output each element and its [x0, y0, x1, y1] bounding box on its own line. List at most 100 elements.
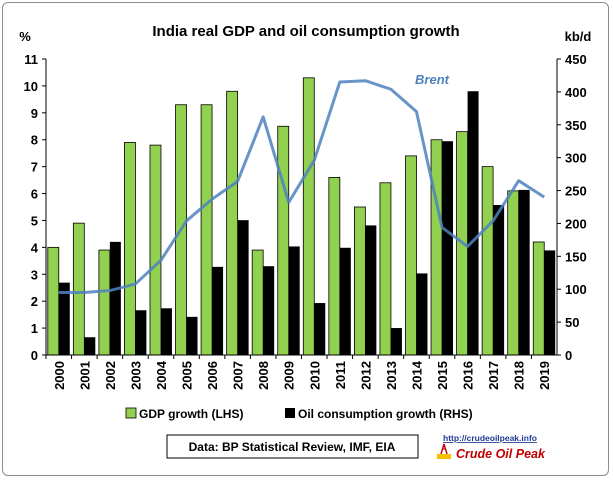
right-tick-label: 200 [565, 216, 587, 231]
gdp-bar [379, 182, 392, 356]
oil-bar [544, 250, 556, 355]
left-tick-label: 11 [24, 52, 38, 67]
gdp-bar [47, 246, 60, 356]
gdp-bar [277, 125, 290, 356]
oil-bar [212, 266, 224, 355]
brent-line [58, 79, 546, 295]
gdp-bar [430, 139, 443, 356]
x-tick-label: 2018 [512, 361, 527, 390]
oil-bar [109, 241, 121, 355]
right-axis-unit: kb/d [565, 29, 592, 44]
x-tick-label: 2013 [384, 361, 399, 390]
brent-line-path [58, 79, 546, 295]
oil-bar [339, 247, 351, 355]
left-axis-unit: % [19, 29, 31, 44]
gdp-bar [72, 222, 85, 356]
gdp-bar [251, 249, 264, 356]
oil-bar [442, 141, 454, 355]
plot-area [46, 59, 557, 355]
oil-bar [493, 205, 505, 355]
right-tick-label: 400 [565, 85, 587, 100]
oil-bar [84, 337, 96, 355]
gdp-bar [353, 206, 366, 356]
oil-bar [135, 310, 147, 355]
oil-bar [390, 328, 402, 355]
left-tick-label: 0 [31, 348, 38, 363]
x-tick-label: 2009 [282, 361, 297, 390]
gdp-bar [481, 166, 494, 356]
x-tick-label: 2008 [256, 361, 271, 390]
oil-bar [263, 266, 275, 355]
oil-bar [467, 91, 479, 355]
oil-bar [58, 282, 70, 355]
x-axis-ticks: 2000 2001 2002 2003 2004 2005 2006 2007 2008 2009… [45, 355, 552, 390]
right-tick-label: 300 [565, 151, 587, 166]
left-tick-label: 5 [31, 213, 38, 228]
oil-bar [365, 225, 377, 355]
legend-label-gdp: GDP growth (LHS) [139, 407, 243, 421]
left-tick-label: 4 [31, 240, 39, 255]
right-axis-ticks: 0 50 100 150 200 250 300 350 400 450 [557, 52, 587, 363]
x-tick-label: 2005 [180, 361, 195, 390]
oil-bar [314, 303, 326, 355]
oil-bars [58, 91, 556, 355]
oil-bar [416, 273, 428, 355]
left-tick-label: 8 [31, 133, 38, 148]
x-tick-label: 2019 [537, 361, 552, 390]
source-text: Data: BP Statistical Review, IMF, EIA [189, 440, 396, 454]
left-tick-label: 9 [31, 106, 38, 121]
legend: GDP growth (LHS) Oil consumption growth … [125, 407, 473, 421]
chart-title: India real GDP and oil consumption growt… [152, 23, 459, 40]
right-tick-label: 0 [565, 348, 572, 363]
left-tick-label: 10 [24, 79, 38, 94]
x-tick-label: 2007 [231, 361, 246, 390]
x-tick-label: 2001 [77, 361, 92, 390]
x-tick-label: 2014 [409, 360, 424, 390]
left-tick-label: 2 [31, 294, 38, 309]
gdp-bar [328, 176, 341, 356]
gdp-bar [405, 155, 417, 356]
gdp-bar [149, 144, 162, 356]
right-tick-label: 350 [565, 118, 587, 133]
left-axis-ticks: 0 1 2 3 4 5 6 7 8 9 10 11 [24, 52, 46, 363]
x-tick-label: 2000 [52, 361, 67, 390]
oil-bar [288, 246, 300, 355]
gdp-bar [98, 249, 111, 356]
source-box: Data: BP Statistical Review, IMF, EIA [166, 434, 419, 459]
x-tick-label: 2004 [154, 360, 169, 390]
x-tick-label: 2002 [103, 361, 118, 390]
oil-bar [160, 308, 172, 355]
legend-label-oil: Oil consumption growth (RHS) [298, 407, 473, 421]
right-tick-label: 250 [565, 184, 587, 199]
x-tick-label: 2012 [358, 361, 373, 390]
gdp-bar [200, 104, 213, 356]
left-tick-label: 7 [31, 160, 38, 175]
right-tick-label: 100 [565, 282, 587, 297]
gdp-bar [226, 90, 239, 356]
oil-bar [186, 316, 198, 355]
gdp-bar [532, 241, 545, 356]
x-tick-label: 2006 [205, 361, 220, 390]
gdp-bar [124, 142, 136, 356]
x-tick-label: 2015 [435, 361, 450, 390]
gdp-bar [507, 190, 520, 356]
right-tick-label: 150 [565, 249, 587, 264]
left-tick-label: 6 [31, 187, 38, 202]
brent-label: Brent [415, 72, 450, 87]
left-tick-label: 3 [31, 267, 38, 282]
legend-swatch-gdp [125, 407, 137, 419]
right-tick-label: 450 [565, 52, 587, 67]
logo-name: Crude Oil Peak [456, 447, 546, 461]
legend-swatch-oil [285, 408, 295, 418]
x-tick-label: 2011 [333, 361, 348, 389]
oil-bar [518, 189, 530, 355]
right-tick-label: 50 [565, 315, 579, 330]
left-tick-label: 1 [31, 321, 38, 336]
x-tick-label: 2003 [128, 361, 143, 390]
x-tick-label: 2016 [461, 361, 476, 390]
crude-oil-peak-logo: http://crudeoilpeak.info Crude Oil Peak [437, 433, 546, 461]
oil-bar [237, 220, 249, 355]
logo-url: http://crudeoilpeak.info [443, 433, 537, 443]
gdp-bar [302, 77, 315, 356]
